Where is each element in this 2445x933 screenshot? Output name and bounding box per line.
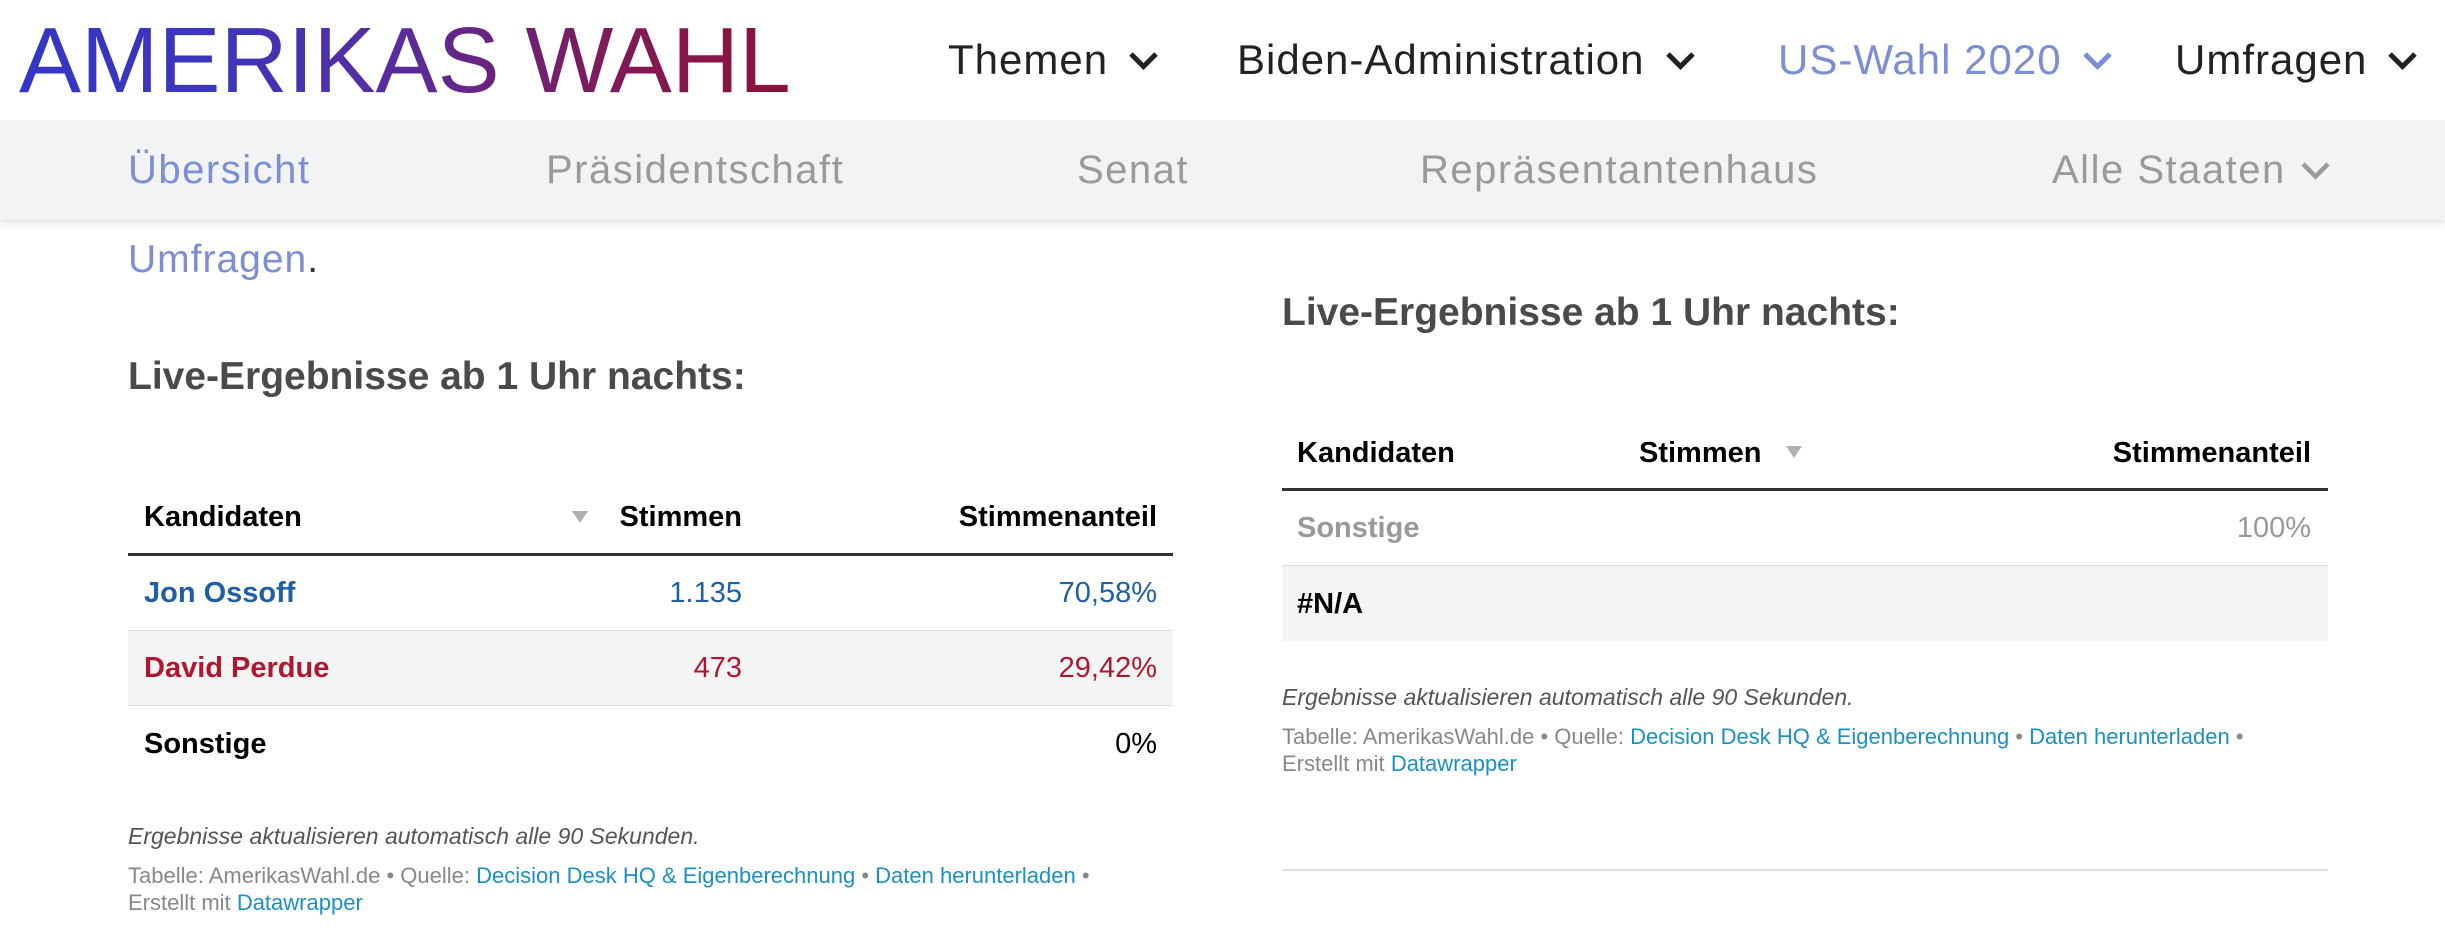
cell-candidate: #N/A bbox=[1297, 587, 1364, 620]
intro-punctuation: . bbox=[307, 238, 320, 281]
column-header-kandidaten[interactable]: Kandidaten bbox=[144, 501, 302, 533]
table-credit: Tabelle: AmerikasWahl.de bbox=[1282, 724, 1535, 749]
nav-item-biden-administration[interactable]: Biden-Administration bbox=[1237, 0, 1696, 120]
separator: • bbox=[861, 863, 870, 888]
cell-votes: 1.135 bbox=[669, 577, 742, 609]
intro-text: Umfragen. bbox=[128, 237, 319, 283]
nav-item-label: US-Wahl 2020 bbox=[1778, 36, 2062, 83]
sort-arrow-down-icon bbox=[1786, 446, 1803, 459]
column-header-stimmenanteil[interactable]: Stimmenanteil bbox=[958, 501, 1157, 533]
subnav-item-repraesentantenhaus[interactable]: Repräsentantenhaus bbox=[1420, 147, 1819, 192]
chevron-down-icon bbox=[1129, 51, 1158, 70]
chevron-down-icon bbox=[1665, 51, 1695, 70]
site-logo[interactable]: AMERIKAS WAHL bbox=[19, 0, 791, 120]
section-divider bbox=[1282, 869, 2328, 871]
credits-line: Tabelle: AmerikasWahl.de • Quelle: Decis… bbox=[1282, 723, 2328, 750]
column-header-stimmen[interactable]: Stimmen bbox=[1623, 435, 1880, 471]
separator: • bbox=[386, 863, 395, 888]
cell-share: 29,42% bbox=[1058, 652, 1157, 684]
download-data-link[interactable]: Daten herunterladen bbox=[2029, 724, 2230, 749]
subnav-item-label: Alle Staaten bbox=[2052, 147, 2286, 192]
cell-candidate: Sonstige bbox=[144, 727, 267, 760]
table-row: #N/A bbox=[1282, 566, 2328, 641]
credits-line: Erstellt mit Datawrapper bbox=[128, 889, 1173, 916]
umfragen-link[interactable]: Umfragen bbox=[128, 238, 308, 281]
chevron-down-icon bbox=[2301, 161, 2330, 180]
widget-heading-right: Live-Ergebnisse ab 1 Uhr nachts: bbox=[1282, 291, 1900, 334]
sub-navigation-bar: Übersicht Präsidentschaft Senat Repräsen… bbox=[0, 120, 2445, 220]
chevron-down-icon bbox=[2388, 51, 2418, 70]
logo-word-wahl: WAHL bbox=[525, 8, 791, 112]
subnav-item-senat[interactable]: Senat bbox=[1077, 147, 1190, 192]
subnav-item-alle-staaten[interactable]: Alle Staaten bbox=[2052, 120, 2331, 220]
table-header-row: Kandidaten Stimmen Stimmenanteil bbox=[1282, 418, 2328, 491]
datawrapper-link[interactable]: Datawrapper bbox=[236, 890, 363, 915]
auto-update-note: Ergebnisse aktualisieren automatisch all… bbox=[128, 823, 700, 849]
nav-item-themen[interactable]: Themen bbox=[948, 0, 1159, 120]
table-credits: Tabelle: AmerikasWahl.de • Quelle: Decis… bbox=[1282, 723, 2328, 777]
results-table-right: Kandidaten Stimmen Stimmenanteil Sonstig… bbox=[1282, 418, 2328, 641]
nav-item-label: Themen bbox=[948, 36, 1109, 83]
source-label: Quelle: bbox=[400, 863, 470, 888]
auto-update-note: Ergebnisse aktualisieren automatisch all… bbox=[1282, 684, 1854, 710]
chevron-down-icon bbox=[2082, 51, 2112, 70]
cell-votes: 473 bbox=[693, 652, 742, 684]
cell-share: 100% bbox=[2236, 512, 2311, 544]
table-credit: Tabelle: AmerikasWahl.de bbox=[128, 863, 381, 888]
nav-item-us-wahl-2020[interactable]: US-Wahl 2020 bbox=[1778, 0, 2113, 120]
separator: • bbox=[1081, 863, 1090, 888]
column-header-label: Stimmen bbox=[1639, 437, 1762, 469]
created-with-label: Erstellt mit bbox=[1282, 751, 1385, 776]
subnav-item-uebersicht[interactable]: Übersicht bbox=[128, 147, 311, 192]
separator: • bbox=[2235, 724, 2244, 749]
sort-arrow-down-icon bbox=[572, 511, 588, 523]
column-header-kandidaten[interactable]: Kandidaten bbox=[1297, 437, 1455, 469]
subnav-item-praesidentschaft[interactable]: Präsidentschaft bbox=[546, 147, 845, 192]
results-table-left: Kandidaten Stimmen Stimmenanteil Jon Oss… bbox=[128, 481, 1173, 781]
logo-word-amerikas: AMERIKAS bbox=[19, 8, 500, 112]
separator: • bbox=[2015, 724, 2024, 749]
table-row: Jon Ossoff 1.135 70,58% bbox=[128, 556, 1173, 631]
cell-share: 70,58% bbox=[1058, 577, 1157, 609]
separator: • bbox=[1540, 724, 1549, 749]
top-navigation-bar: AMERIKAS WAHL Themen Biden-Administratio… bbox=[0, 0, 2445, 120]
cell-candidate: David Perdue bbox=[144, 652, 330, 684]
source-link[interactable]: Decision Desk HQ & Eigenberechnung bbox=[1630, 724, 2010, 749]
table-row: Sonstige 0% bbox=[128, 706, 1173, 781]
created-with-label: Erstellt mit bbox=[128, 890, 231, 915]
column-header-label: Stimmen bbox=[619, 501, 742, 533]
table-credits: Tabelle: AmerikasWahl.de • Quelle: Decis… bbox=[128, 862, 1173, 916]
column-header-stimmen[interactable]: Stimmen bbox=[570, 499, 758, 535]
nav-item-label: Umfragen bbox=[2175, 36, 2368, 83]
credits-line: Tabelle: AmerikasWahl.de • Quelle: Decis… bbox=[128, 862, 1173, 889]
cell-share: 0% bbox=[1115, 727, 1157, 760]
table-row: Sonstige 100% bbox=[1282, 491, 2328, 566]
source-link[interactable]: Decision Desk HQ & Eigenberechnung bbox=[476, 863, 856, 888]
table-row: David Perdue 473 29,42% bbox=[128, 631, 1173, 706]
cell-candidate: Sonstige bbox=[1297, 512, 1420, 544]
nav-item-label: Biden-Administration bbox=[1237, 36, 1645, 83]
nav-item-umfragen[interactable]: Umfragen bbox=[2175, 0, 2418, 120]
source-label: Quelle: bbox=[1554, 724, 1624, 749]
table-notes-left: Ergebnisse aktualisieren automatisch all… bbox=[128, 820, 1173, 916]
datawrapper-link[interactable]: Datawrapper bbox=[1390, 751, 1517, 776]
cell-candidate: Jon Ossoff bbox=[144, 577, 296, 609]
table-notes-right: Ergebnisse aktualisieren automatisch all… bbox=[1282, 681, 2328, 777]
column-header-stimmenanteil[interactable]: Stimmenanteil bbox=[2112, 437, 2311, 469]
download-data-link[interactable]: Daten herunterladen bbox=[875, 863, 1076, 888]
table-header-row: Kandidaten Stimmen Stimmenanteil bbox=[128, 481, 1173, 556]
credits-line: Erstellt mit Datawrapper bbox=[1282, 750, 2328, 777]
widget-heading-left: Live-Ergebnisse ab 1 Uhr nachts: bbox=[128, 355, 746, 398]
